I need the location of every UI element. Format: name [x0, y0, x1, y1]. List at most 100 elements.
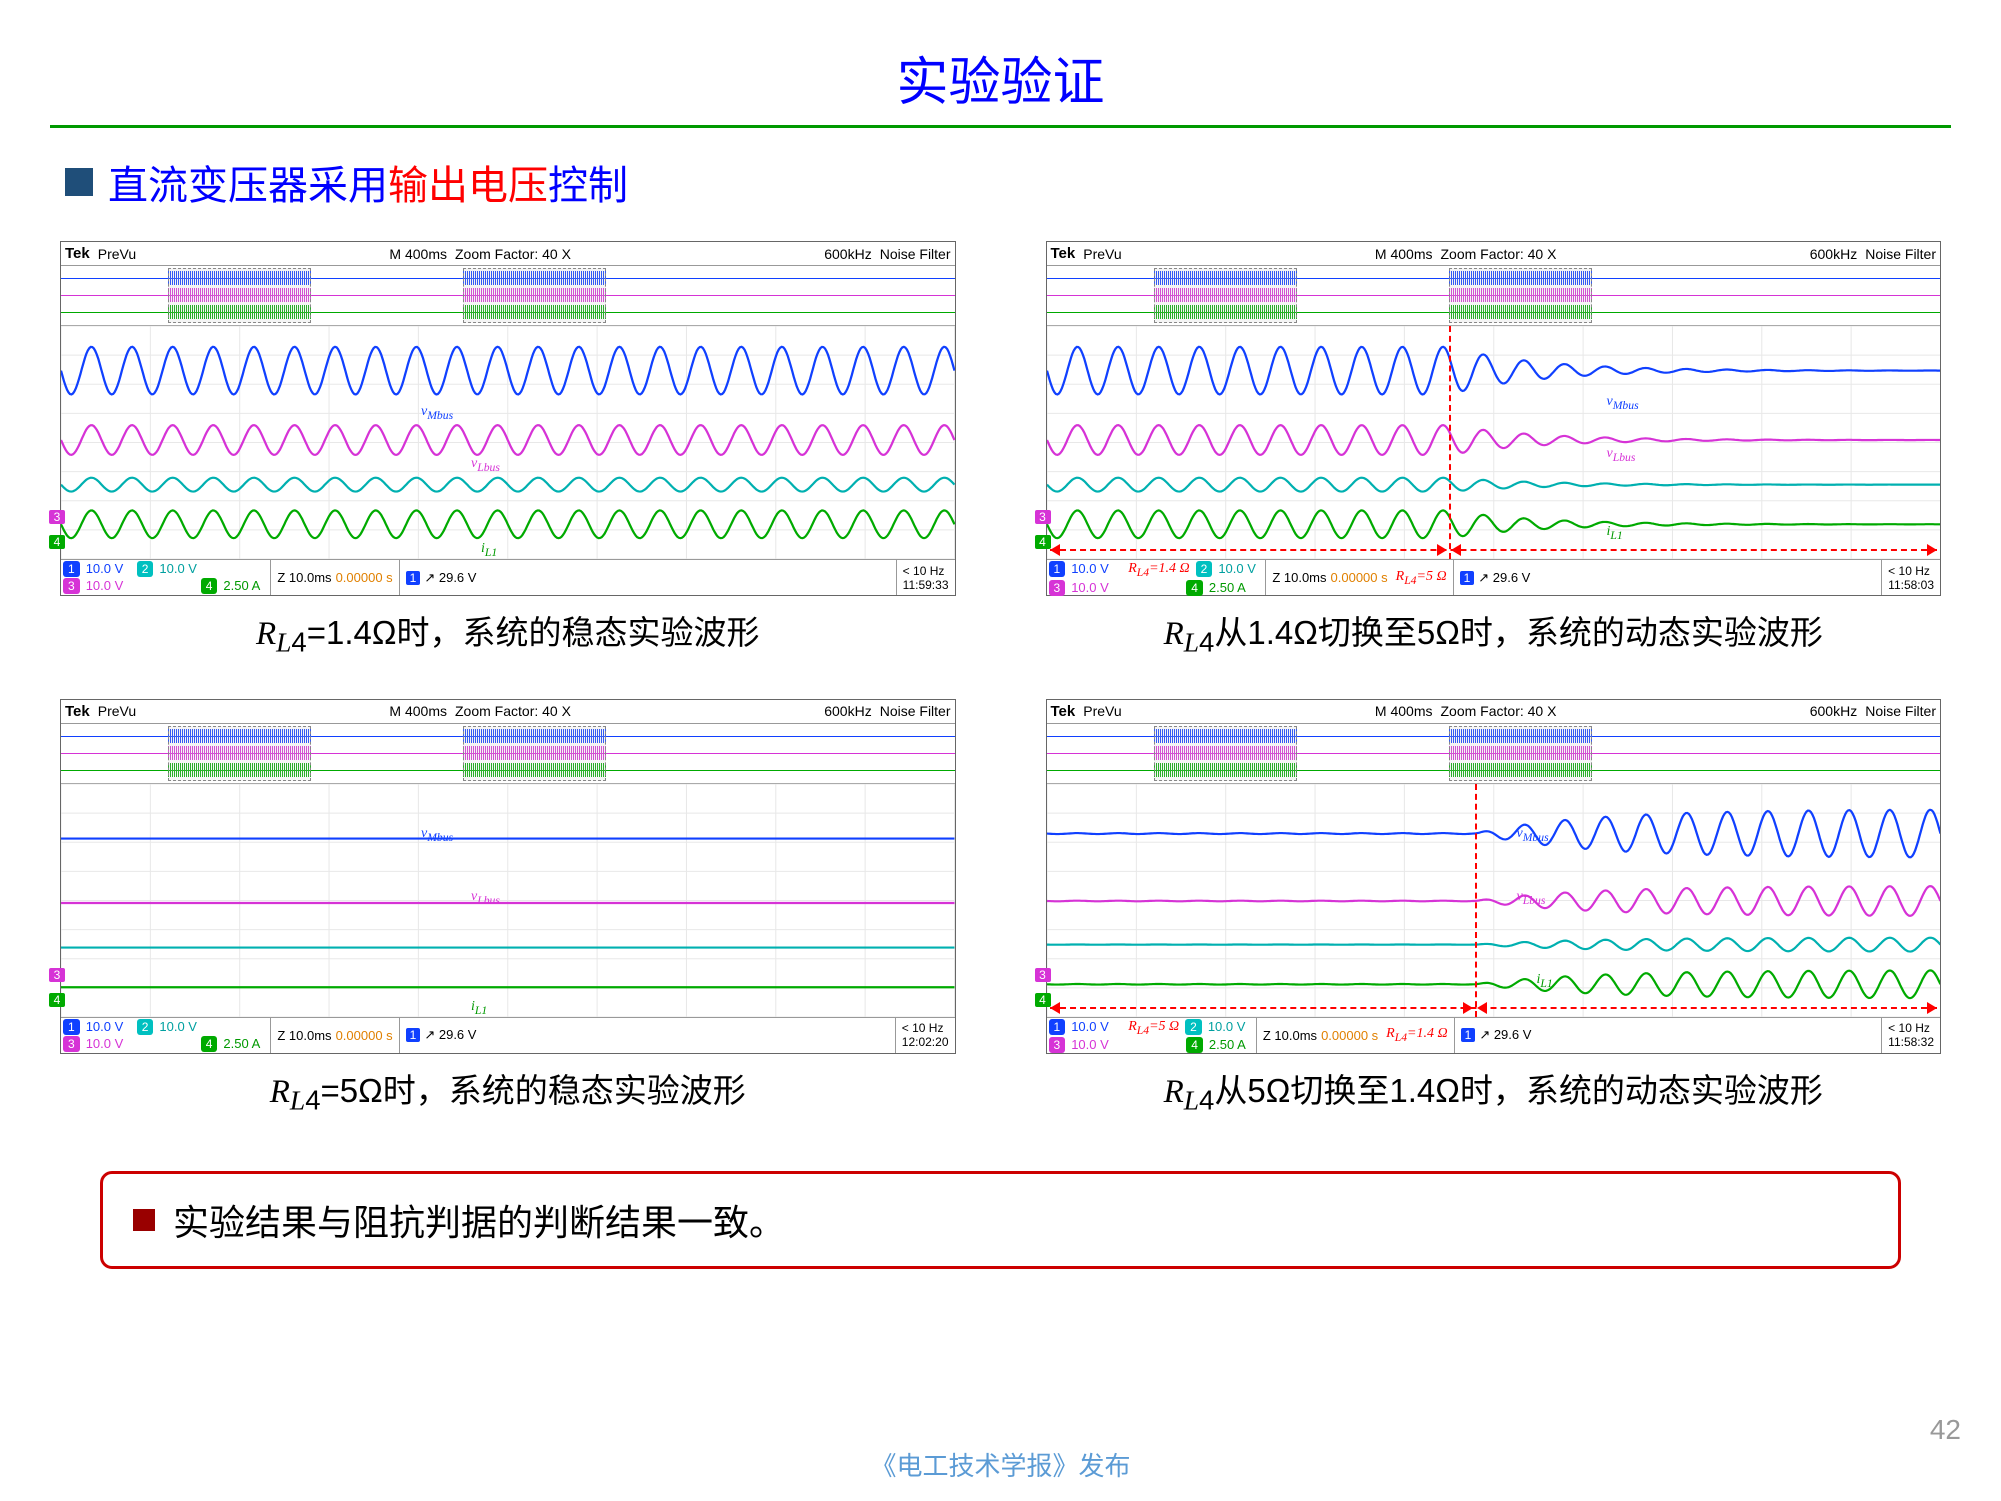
ch1-value: 10.0 V — [86, 561, 131, 577]
filter-label: Noise Filter — [880, 703, 951, 719]
footer-text: 《电工技术学报》发布 — [0, 1446, 2001, 1483]
bw-label: 600kHz — [824, 703, 871, 719]
status-label: PreVu — [1083, 246, 1121, 262]
bullet-icon — [133, 1209, 155, 1231]
heading-part1: 直流变压器采用 — [108, 164, 388, 208]
scope-grid: Tek PreVu M 400ms Zoom Factor: 40 X 600k… — [50, 241, 1951, 1141]
ch4-value: 2.50 A — [223, 1036, 268, 1052]
oscilloscope-panel: Tek PreVu M 400ms Zoom Factor: 40 X 600k… — [60, 699, 956, 1054]
scope-footer: 110.0 V RL4=1.4 Ω 210.0 V 310.0 V 42.50 … — [1047, 559, 1941, 595]
ch3-value: 10.0 V — [86, 578, 131, 594]
scope-caption: RL4从1.4Ω切换至5Ω时，系统的动态实验波形 — [1046, 606, 1942, 659]
ch4-value: 2.50 A — [223, 578, 268, 594]
freq-readout: < 10 Hz 12:02:20 — [895, 1018, 955, 1053]
trigger-readout: 1 ↗ 29.6 V — [1454, 1018, 1538, 1053]
trigger-readout: 1 ↗ 29.6 V — [399, 1018, 483, 1053]
ch4-badge: 4 — [1186, 1037, 1203, 1053]
ch2-badge: 2 — [1196, 561, 1213, 577]
bw-label: 600kHz — [824, 246, 871, 262]
oscilloscope-panel: Tek PreVu M 400ms Zoom Factor: 40 X 600k… — [1046, 241, 1942, 596]
brand-label: Tek — [1051, 703, 1076, 720]
trigger-readout: 1 ↗ 29.6 V — [399, 560, 483, 595]
brand-label: Tek — [65, 703, 90, 720]
zoom-overview — [61, 724, 955, 784]
oscilloscope-panel: Tek PreVu M 400ms Zoom Factor: 40 X 600k… — [1046, 699, 1942, 1054]
ch3-marker: 3 — [49, 968, 65, 982]
ch4-badge: 4 — [201, 1036, 218, 1052]
bullet-icon — [65, 168, 93, 196]
zoom-label: Zoom Factor: 40 X — [455, 246, 571, 262]
ch1-badge: 1 — [1049, 1019, 1066, 1035]
conclusion-text: 实验结果与阻抗判据的判断结果一致。 — [173, 1194, 785, 1246]
ch1-value: 10.0 V — [1071, 1019, 1116, 1037]
zoom-overview — [61, 266, 955, 326]
ch3-value: 10.0 V — [1071, 1037, 1116, 1053]
scope-header: Tek PreVu M 400ms Zoom Factor: 40 X 600k… — [1047, 242, 1941, 266]
brand-label: Tek — [65, 245, 90, 262]
status-label: PreVu — [1083, 703, 1121, 719]
timebase-label: M 400ms — [389, 246, 447, 262]
freq-readout: < 10 Hz 11:58:32 — [1881, 1018, 1940, 1053]
scope-body: 3 4 vMbusvLbusiL1 — [1047, 784, 1941, 1017]
filter-label: Noise Filter — [880, 246, 951, 262]
zoom-overview — [1047, 266, 1941, 326]
ch2-value: 10.0 V — [159, 1019, 204, 1035]
ch3-marker: 3 — [49, 510, 65, 524]
ch4-marker: 4 — [1035, 993, 1051, 1007]
ch4-badge: 4 — [1186, 580, 1203, 596]
heading-red: 输出电压 — [388, 164, 548, 208]
page-number: 42 — [1930, 1414, 1961, 1446]
scope-body: 3 4 vMbusvLbusiL1 — [1047, 326, 1941, 559]
zoom-label: Zoom Factor: 40 X — [1441, 703, 1557, 719]
scope-body: 3 4 vMbusvLbusiL1 — [61, 326, 955, 559]
ch4-value: 2.50 A — [1209, 580, 1254, 596]
status-label: PreVu — [98, 703, 136, 719]
ch4-marker: 4 — [49, 535, 65, 549]
ch2-value: 10.0 V — [1208, 1019, 1253, 1037]
ch2-value: 10.0 V — [159, 561, 204, 577]
timebase-label: M 400ms — [389, 703, 447, 719]
ch4-value: 2.50 A — [1209, 1037, 1254, 1053]
brand-label: Tek — [1051, 245, 1076, 262]
zoom-label: Zoom Factor: 40 X — [455, 703, 571, 719]
timebase-readout: Z 10.0ms 0.00000 s RL4=5 Ω — [1265, 560, 1452, 595]
section-heading: 直流变压器采用输出电压控制 — [65, 153, 1951, 211]
ch1-badge: 1 — [1049, 561, 1066, 577]
ch3-badge: 3 — [1049, 1037, 1066, 1053]
timebase-readout: Z 10.0ms 0.00000 s — [270, 560, 398, 595]
ch2-badge: 2 — [137, 561, 154, 577]
freq-readout: < 10 Hz 11:59:33 — [896, 560, 955, 595]
timebase-label: M 400ms — [1375, 703, 1433, 719]
ch1-badge: 1 — [63, 1019, 80, 1035]
ch3-value: 10.0 V — [1071, 580, 1116, 596]
filter-label: Noise Filter — [1865, 703, 1936, 719]
oscilloscope-panel: Tek PreVu M 400ms Zoom Factor: 40 X 600k… — [60, 241, 956, 596]
scope-footer: 110.0 V 210.0 V 310.0 V 42.50 A Z 10.0ms… — [61, 559, 955, 595]
page-title: 实验验证 — [50, 40, 1951, 115]
ch1-value: 10.0 V — [86, 1019, 131, 1035]
freq-readout: < 10 Hz 11:58:03 — [1881, 560, 1940, 595]
zoom-label: Zoom Factor: 40 X — [1441, 246, 1557, 262]
scope-body: 3 4 vMbusvLbusiL1 — [61, 784, 955, 1017]
ch3-marker: 3 — [1035, 510, 1051, 524]
heading-part2: 控制 — [548, 164, 628, 208]
scope-header: Tek PreVu M 400ms Zoom Factor: 40 X 600k… — [61, 242, 955, 266]
scope-caption: RL4=1.4Ω时，系统的稳态实验波形 — [60, 606, 956, 659]
filter-label: Noise Filter — [1865, 246, 1936, 262]
ch1-value: 10.0 V — [1071, 561, 1116, 579]
ch3-value: 10.0 V — [86, 1036, 131, 1052]
bw-label: 600kHz — [1810, 246, 1857, 262]
ch4-marker: 4 — [49, 993, 65, 1007]
ch2-value: 10.0 V — [1218, 561, 1263, 579]
trigger-readout: 1 ↗ 29.6 V — [1453, 560, 1537, 595]
conclusion-box: 实验结果与阻抗判据的判断结果一致。 — [100, 1171, 1901, 1269]
ch3-marker: 3 — [1035, 968, 1051, 982]
ch3-badge: 3 — [1049, 580, 1066, 596]
timebase-readout: Z 10.0ms 0.00000 s RL4=1.4 Ω — [1256, 1018, 1454, 1053]
scope-footer: 110.0 V RL4=5 Ω 210.0 V 310.0 V 42.50 A … — [1047, 1017, 1941, 1053]
scope-caption: RL4从5Ω切换至1.4Ω时，系统的动态实验波形 — [1046, 1064, 1942, 1117]
timebase-label: M 400ms — [1375, 246, 1433, 262]
ch1-badge: 1 — [63, 561, 80, 577]
scope-header: Tek PreVu M 400ms Zoom Factor: 40 X 600k… — [61, 700, 955, 724]
scope-header: Tek PreVu M 400ms Zoom Factor: 40 X 600k… — [1047, 700, 1941, 724]
